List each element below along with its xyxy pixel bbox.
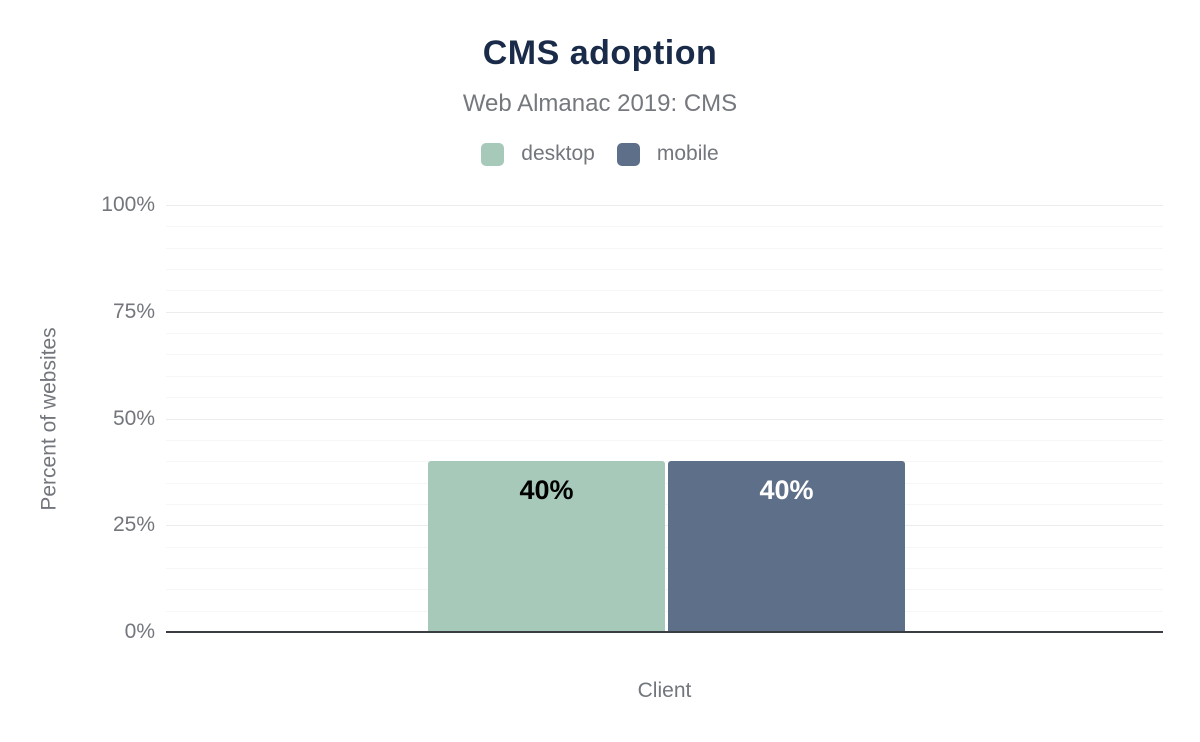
y-tick-label: 100% [101, 193, 155, 216]
gridline-major [166, 418, 1163, 420]
legend-swatch-mobile [616, 142, 640, 166]
bar-value-label: 40% [519, 475, 574, 505]
legend-label: mobile [656, 142, 719, 165]
gridline-minor [166, 333, 1163, 335]
legend-swatch-desktop [481, 142, 505, 166]
y-tick-label: 75% [112, 299, 155, 323]
x-axis-line [166, 631, 1163, 633]
gridline-minor [166, 226, 1163, 228]
bar-desktop[interactable]: 40% [428, 461, 665, 632]
chart-title: CMS adoption [482, 34, 718, 72]
gridline-minor [166, 247, 1163, 249]
x-axis-title: Client [637, 679, 692, 702]
gridline-minor [166, 439, 1163, 441]
gridline-minor [166, 290, 1163, 292]
gridline-minor [166, 397, 1163, 399]
gridline-minor [166, 269, 1163, 271]
legend-label: desktop [521, 142, 595, 165]
plot-area: 40% 40% [166, 205, 1163, 633]
y-tick-label: 0% [124, 620, 155, 643]
bar-value-label: 40% [759, 475, 814, 505]
y-tick-label: 50% [112, 406, 155, 430]
y-axis-tick-labels: 0% 25% 50% 75% 100% [0, 193, 155, 643]
gridline-major [166, 205, 1163, 206]
bar-mobile[interactable]: 40% [668, 461, 905, 632]
chart-subtitle: Web Almanac 2019: CMS [462, 90, 738, 117]
gridline-major [166, 311, 1163, 313]
gridline-minor [166, 354, 1163, 356]
legend-item-desktop: desktop [481, 142, 595, 166]
gridline-minor [166, 375, 1163, 377]
legend-item-mobile: mobile [616, 142, 719, 166]
y-tick-label: 25% [112, 513, 155, 537]
legend: desktop mobile [0, 142, 1200, 166]
